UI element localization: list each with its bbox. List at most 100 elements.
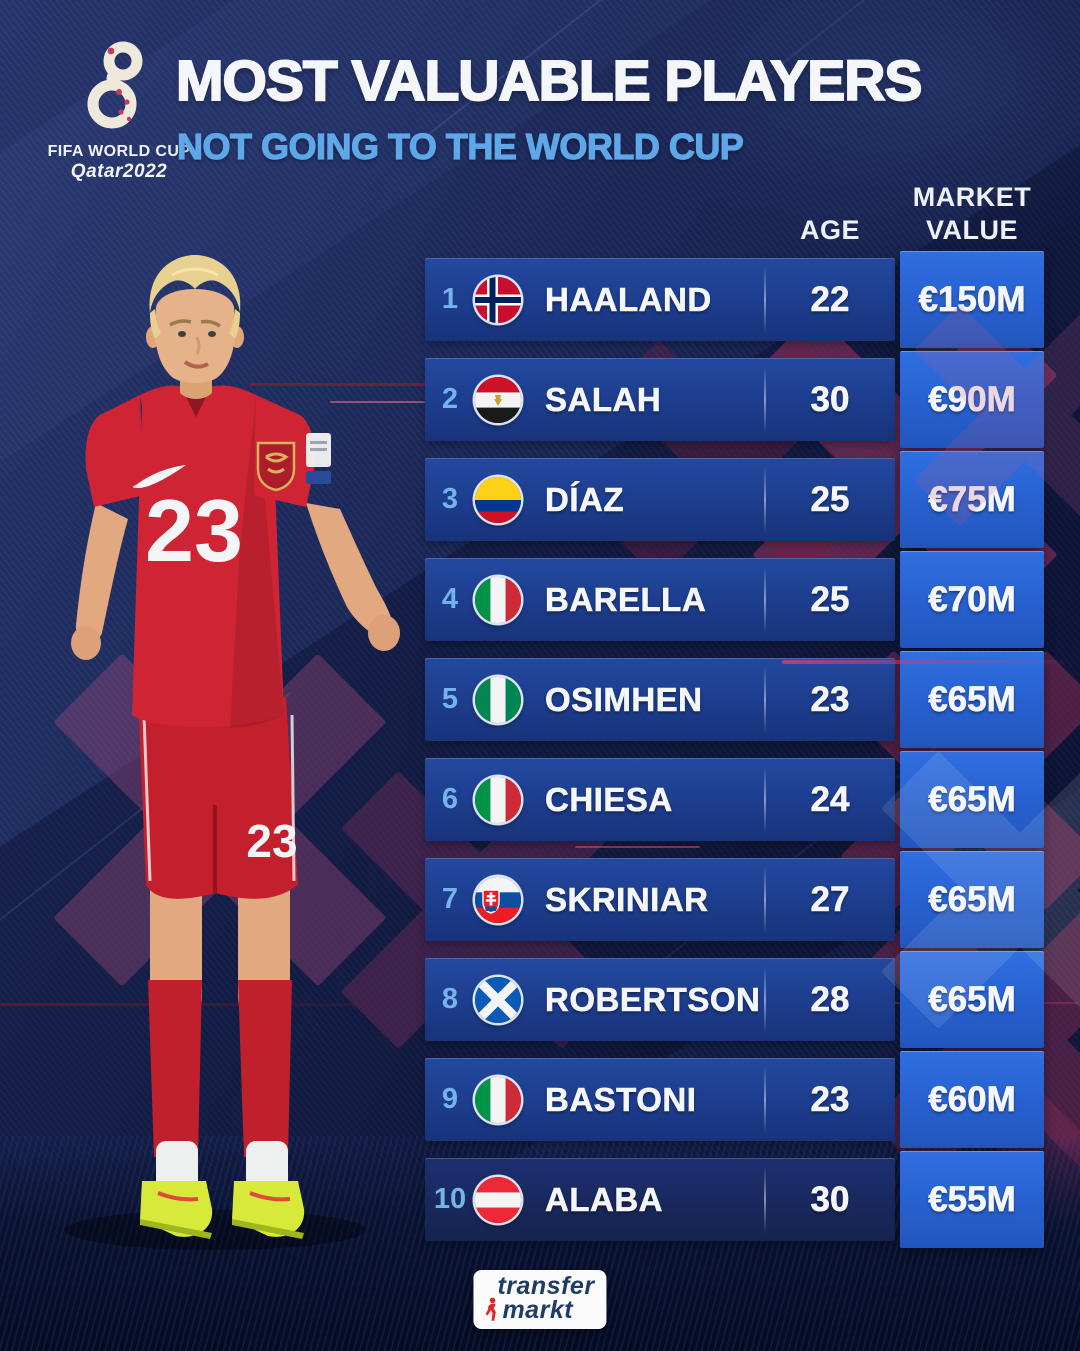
player-name: DÍAZ <box>545 480 624 518</box>
market-value-cell: €150M <box>900 251 1044 348</box>
table-row: 5 OSIMHEN 23 €65M <box>425 651 1045 748</box>
player-row-bar: 9 BASTONI 23 <box>425 1058 895 1141</box>
rank-label: 4 <box>441 583 459 615</box>
player-name: SALAH <box>545 380 662 418</box>
rank-label: 6 <box>441 783 459 815</box>
age-value: 23 <box>810 1079 850 1119</box>
market-value-label: €65M <box>928 779 1016 819</box>
column-divider <box>764 366 766 433</box>
player-row-bar: 3 DÍAZ 25 <box>425 458 895 541</box>
player-name: OSIMHEN <box>545 680 703 718</box>
rank-label: 2 <box>441 383 459 415</box>
table-row: 7 SKRINIAR 27 €65M <box>425 851 1045 948</box>
table-row: 9 BASTONI 23 €60M <box>425 1051 1045 1148</box>
player-name: SKRINIAR <box>545 880 709 918</box>
fifa-world-cup-logo: FIFA WORLD CUP Qatar2022 <box>44 36 194 183</box>
player-row-bar: 10 ALABA 30 <box>425 1158 895 1241</box>
player-row-bar: 8 ROBERTSON 28 <box>425 958 895 1041</box>
transfermarkt-player-icon <box>485 1297 496 1321</box>
market-value-cell: €65M <box>900 951 1044 1048</box>
market-value-cell: €65M <box>900 851 1044 948</box>
player-name: HAALAND <box>545 280 712 318</box>
table-row: 8 ROBERTSON 28 €65M <box>425 951 1045 1048</box>
age-value: 30 <box>810 1179 850 1219</box>
column-divider <box>764 466 766 533</box>
svg-text:23: 23 <box>145 481 243 580</box>
market-value-label: €65M <box>928 879 1016 919</box>
table-row: 4 BARELLA 25 €70M <box>425 551 1045 648</box>
rank-label: 10 <box>433 1183 467 1215</box>
table-row: 10 ALABA 30 €55M <box>425 1151 1045 1248</box>
player-row-bar: 5 OSIMHEN 23 <box>425 658 895 741</box>
column-divider <box>764 866 766 933</box>
transfermarkt-logo-bottom-text: markt <box>502 1296 574 1324</box>
market-value-label: €65M <box>928 979 1016 1019</box>
table-row: 6 CHIESA 24 €65M <box>425 751 1045 848</box>
market-value-label: €75M <box>928 479 1016 519</box>
rank-label: 7 <box>441 883 459 915</box>
column-divider <box>764 1066 766 1133</box>
table-row: 1 HAALAND 22 €150M <box>425 251 1045 348</box>
market-value-label: €70M <box>928 579 1016 619</box>
market-value-label: €55M <box>928 1179 1016 1219</box>
market-value-header-line2: VALUE <box>925 214 1018 245</box>
age-value: 24 <box>810 779 850 819</box>
rank-label: 3 <box>441 483 459 515</box>
age-value: 23 <box>810 679 850 719</box>
column-divider <box>764 266 766 333</box>
player-name: BARELLA <box>545 580 707 618</box>
age-value: 28 <box>810 979 850 1019</box>
italy-flag-icon <box>475 1076 521 1123</box>
player-photo: 23 23 <box>65 255 400 1250</box>
market-value-label: €65M <box>928 679 1016 719</box>
player-name: BASTONI <box>545 1080 697 1118</box>
rank-label: 1 <box>441 283 459 315</box>
market-value-cell: €60M <box>900 1051 1044 1148</box>
austria-flag-icon <box>475 1176 521 1223</box>
age-value: 30 <box>810 379 850 419</box>
market-value-label: €150M <box>918 279 1026 319</box>
column-divider <box>764 566 766 633</box>
table-column-headers: AGE MARKET VALUE <box>0 182 1080 246</box>
market-value-cell: €70M <box>900 551 1044 648</box>
column-divider <box>764 766 766 833</box>
scotland-flag-icon <box>475 976 521 1023</box>
market-value-header-line1: MARKET <box>912 182 1032 213</box>
age-value: 22 <box>810 279 850 319</box>
world-cup-emblem-icon <box>87 41 143 129</box>
page-subtitle: NOT GOING TO THE WORLD CUP <box>176 125 744 167</box>
player-row-bar: 1 HAALAND 22 <box>425 258 895 341</box>
player-name: CHIESA <box>545 780 673 818</box>
market-value-label: €60M <box>928 1079 1016 1119</box>
colombia-flag-icon <box>475 476 521 523</box>
fifa-world-cup-text: FIFA WORLD CUP <box>47 143 191 160</box>
market-value-cell: €90M <box>900 351 1044 448</box>
table-row: 3 DÍAZ 25 €75M <box>425 451 1045 548</box>
market-value-column-header: MARKET VALUE <box>898 181 1046 246</box>
player-row-bar: 6 CHIESA 24 <box>425 758 895 841</box>
column-divider <box>764 666 766 733</box>
age-value: 25 <box>810 479 850 519</box>
italy-flag-icon <box>475 776 521 823</box>
market-value-label: €90M <box>928 379 1016 419</box>
player-row-bar: 2 SALAH 30 <box>425 358 895 441</box>
market-value-cell: €65M <box>900 751 1044 848</box>
qatar-2022-text: Qatar2022 <box>70 161 168 182</box>
norway-flag-icon <box>475 276 521 323</box>
column-divider <box>764 1166 766 1233</box>
age-column-header: AGE <box>799 215 860 245</box>
player-row-bar: 7 SKRINIAR 27 <box>425 858 895 941</box>
player-name: ALABA <box>545 1180 663 1218</box>
market-value-cell: €75M <box>900 451 1044 548</box>
svg-text:23: 23 <box>246 815 297 867</box>
player-row-bar: 4 BARELLA 25 <box>425 558 895 641</box>
rank-label: 5 <box>441 683 459 715</box>
rank-label: 8 <box>441 983 459 1015</box>
egypt-flag-icon <box>475 376 521 423</box>
market-value-cell: €65M <box>900 651 1044 748</box>
column-divider <box>764 966 766 1033</box>
page-title: MOST VALUABLE PLAYERS <box>175 48 923 114</box>
age-value: 27 <box>810 879 850 919</box>
